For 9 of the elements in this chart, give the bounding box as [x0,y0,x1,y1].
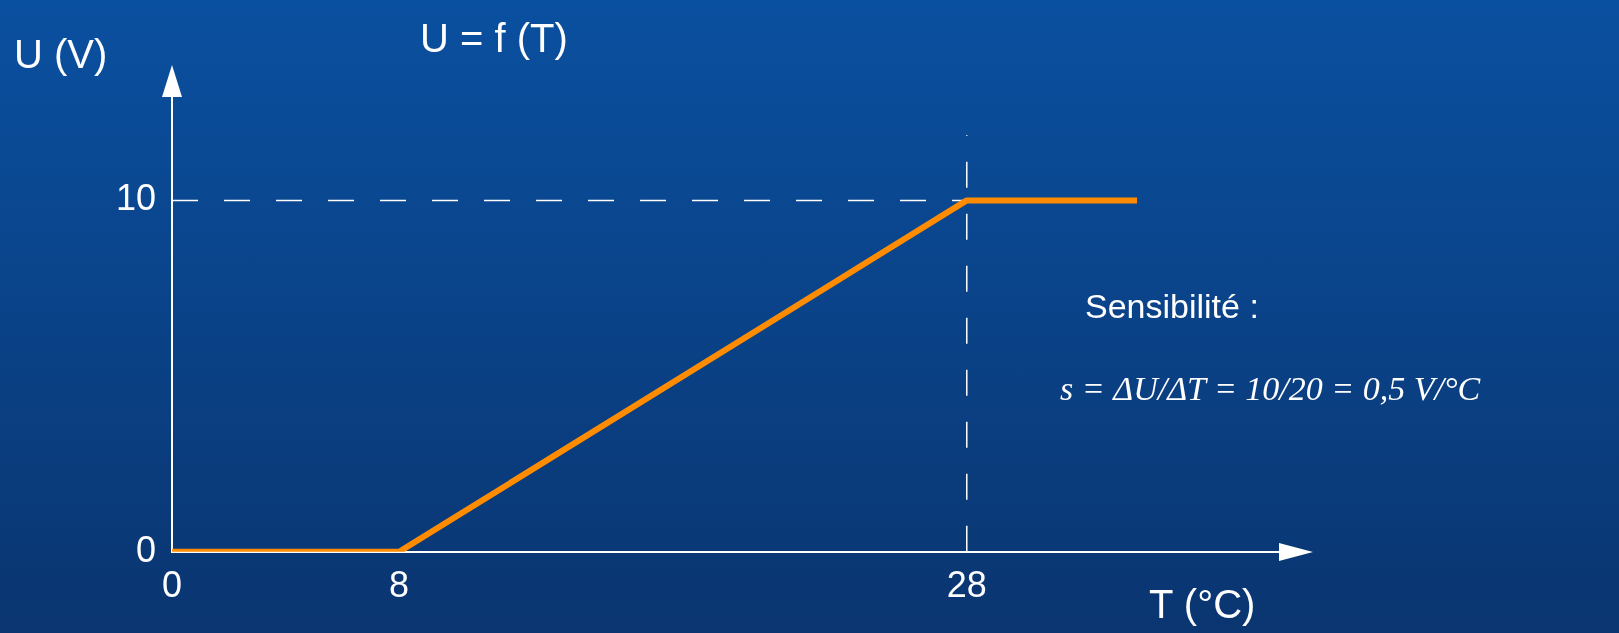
chart-title: U = f (T) [420,16,568,60]
x-tick-label: 28 [946,564,987,606]
x-tick-label: 0 [162,564,183,606]
x-axis-title: T (°C) [1149,581,1256,626]
annotation: Sensibilité : [1085,287,1259,325]
annotation: s = ΔU/ΔT = 10/20 = 0,5 V/°C [1060,370,1481,407]
y-axis-title: U (V) [14,32,108,76]
y-tick-label: 10 [116,177,157,219]
x-tick-label: 8 [389,564,410,606]
